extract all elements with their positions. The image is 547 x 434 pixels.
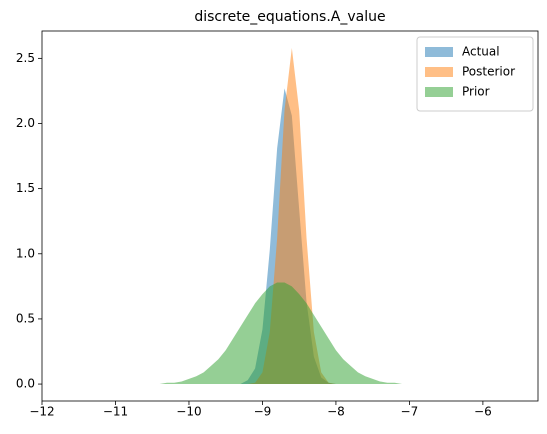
y-tick-label: 1.5 — [16, 181, 35, 195]
y-tick-label: 1.0 — [16, 246, 35, 260]
legend-swatch — [425, 47, 453, 57]
y-tick-label: 2.0 — [16, 116, 35, 130]
x-tick-label: −12 — [29, 405, 54, 419]
legend-swatch — [425, 67, 453, 77]
x-tick-label: −9 — [254, 405, 272, 419]
x-tick-label: −6 — [474, 405, 492, 419]
legend-label: Prior — [462, 85, 490, 99]
x-tick-label: −11 — [103, 405, 128, 419]
legend-swatch — [425, 87, 453, 97]
x-tick-label: −8 — [327, 405, 345, 419]
y-tick-label: 0.5 — [16, 311, 35, 325]
plot-frame — [41, 30, 539, 402]
x-tick-label: −10 — [176, 405, 201, 419]
y-tick-label: 2.5 — [16, 51, 35, 65]
legend-label: Actual — [462, 45, 500, 59]
legend: Actual Posterior Prior — [416, 36, 534, 112]
x-tick-label: −7 — [401, 405, 419, 419]
chart-title: discrete_equations.A_value — [194, 9, 385, 25]
y-tick-label: 0.0 — [16, 377, 35, 391]
density-area — [152, 47, 410, 385]
density-area — [152, 282, 410, 385]
legend-label: Posterior — [462, 65, 515, 79]
